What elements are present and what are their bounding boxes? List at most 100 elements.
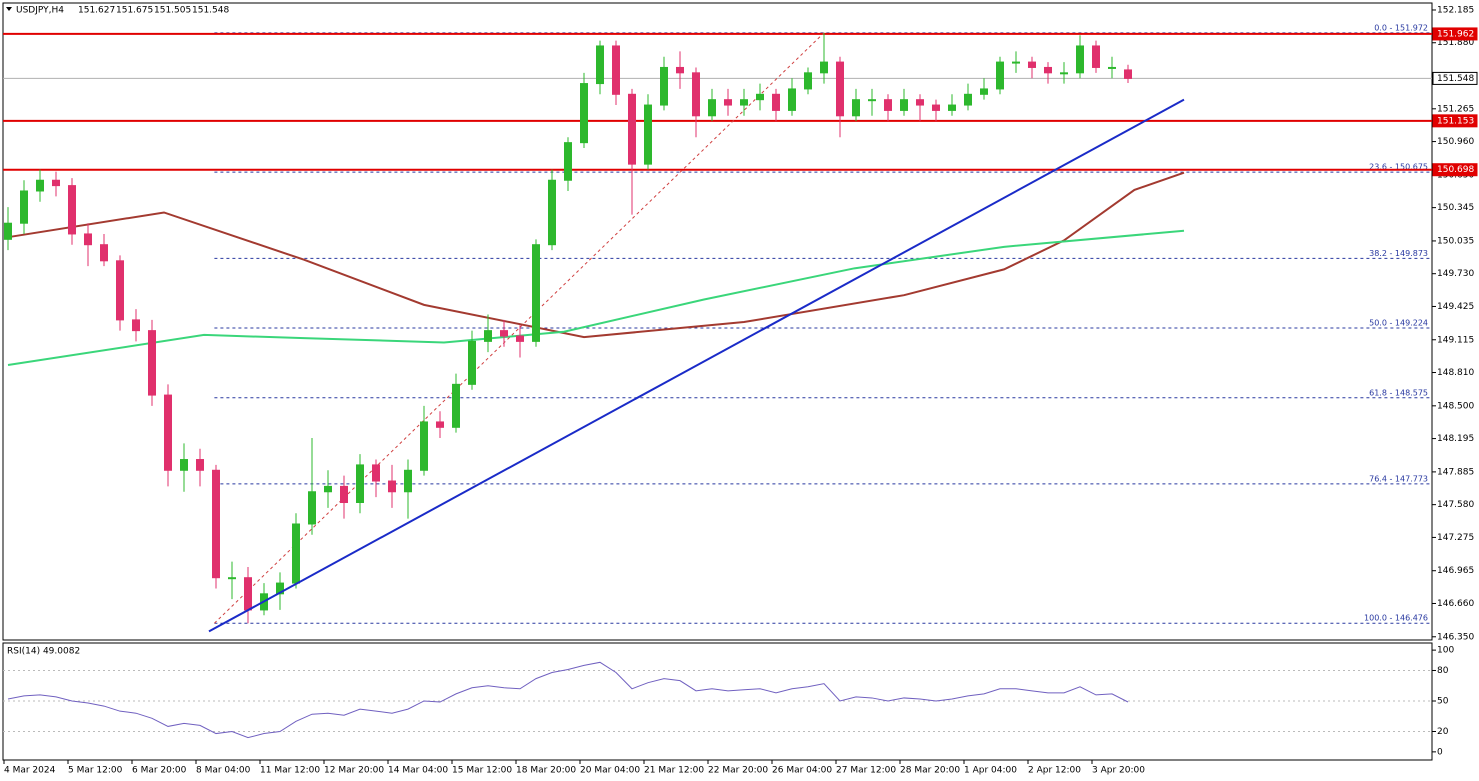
x-tick-label: 6 Mar 20:00 bbox=[132, 766, 187, 776]
rsi-tick-label: 80 bbox=[1437, 666, 1449, 676]
candle-body bbox=[500, 330, 508, 337]
x-tick-label: 21 Mar 12:00 bbox=[644, 766, 704, 776]
candle-body bbox=[1044, 66, 1052, 74]
candle-body bbox=[1076, 45, 1084, 74]
candle-body bbox=[932, 104, 940, 111]
candle-body bbox=[692, 72, 700, 117]
y-tick-label: 152.185 bbox=[1437, 5, 1474, 15]
moving-average bbox=[7, 171, 1185, 339]
price-box-label: 151.153 bbox=[1437, 116, 1474, 126]
quote-value: 151.627 bbox=[78, 6, 115, 16]
candle-body bbox=[4, 222, 12, 240]
x-tick-label: 20 Mar 04:00 bbox=[580, 766, 640, 776]
candle-body bbox=[788, 88, 796, 111]
price-box-label: 151.548 bbox=[1437, 74, 1474, 84]
candle-body bbox=[148, 330, 156, 396]
candle-body bbox=[196, 459, 204, 471]
candle-body bbox=[740, 99, 748, 106]
candle-body bbox=[980, 88, 988, 95]
fib-label: 61.8 - 148.575 bbox=[1369, 388, 1428, 397]
candle-body bbox=[1012, 61, 1020, 64]
candle-body bbox=[724, 99, 732, 106]
candle-body bbox=[708, 99, 716, 117]
y-tick-label: 148.195 bbox=[1437, 434, 1474, 444]
fib-label: 100.0 - 146.476 bbox=[1364, 614, 1428, 623]
y-tick-label: 149.730 bbox=[1437, 269, 1474, 279]
x-tick-label: 18 Mar 20:00 bbox=[516, 766, 576, 776]
candle-body bbox=[900, 99, 908, 111]
rsi-tick-label: 100 bbox=[1437, 646, 1454, 656]
candle-body bbox=[852, 99, 860, 117]
candle-body bbox=[68, 185, 76, 235]
y-tick-label: 146.660 bbox=[1437, 599, 1474, 609]
price-box-label: 150.698 bbox=[1437, 165, 1474, 175]
y-tick-label: 147.275 bbox=[1437, 533, 1474, 543]
x-tick-label: 15 Mar 12:00 bbox=[452, 766, 512, 776]
candle-body bbox=[420, 421, 428, 471]
candle-body bbox=[836, 61, 844, 117]
candle-body bbox=[292, 523, 300, 584]
fib-label: 76.4 - 147.773 bbox=[1369, 474, 1428, 483]
y-tick-label: 148.810 bbox=[1437, 368, 1474, 378]
candle-body bbox=[308, 491, 316, 525]
candle-body bbox=[116, 260, 124, 321]
candle-body bbox=[756, 93, 764, 101]
x-tick-label: 11 Mar 12:00 bbox=[260, 766, 320, 776]
quote-value: 151.548 bbox=[192, 6, 229, 16]
candle-body bbox=[772, 93, 780, 111]
fib-label: 38.2 - 149.873 bbox=[1369, 249, 1428, 258]
x-tick-label: 22 Mar 20:00 bbox=[708, 766, 768, 776]
candle-body bbox=[612, 45, 620, 95]
rsi-title: RSI(14) 49.0082 bbox=[7, 647, 80, 657]
y-tick-label: 150.035 bbox=[1437, 236, 1474, 246]
candle-body bbox=[804, 72, 812, 90]
y-tick-label: 148.500 bbox=[1437, 401, 1474, 411]
y-tick-label: 146.350 bbox=[1437, 632, 1474, 642]
candle-body bbox=[324, 485, 332, 493]
y-tick-label: 150.960 bbox=[1437, 137, 1474, 147]
x-tick-label: 4 Mar 2024 bbox=[4, 766, 56, 776]
candle-body bbox=[996, 61, 1004, 90]
y-tick-label: 147.580 bbox=[1437, 500, 1474, 510]
x-tick-label: 2 Apr 12:00 bbox=[1028, 766, 1081, 776]
menu-icon bbox=[6, 7, 12, 11]
candle-body bbox=[596, 45, 604, 85]
candle-body bbox=[1028, 61, 1036, 68]
candle-body bbox=[580, 83, 588, 144]
candle-body bbox=[628, 93, 636, 165]
y-tick-label: 149.425 bbox=[1437, 302, 1474, 312]
candle-body bbox=[1124, 69, 1132, 79]
candle-body bbox=[388, 480, 396, 493]
quote-value: 151.505 bbox=[154, 6, 191, 16]
candle-body bbox=[1092, 45, 1100, 68]
candle-body bbox=[884, 99, 892, 111]
candle-body bbox=[404, 469, 412, 493]
candle-body bbox=[228, 577, 236, 580]
candle-body bbox=[868, 99, 876, 102]
candle-body bbox=[516, 335, 524, 342]
fib-label: 0.0 - 151.972 bbox=[1374, 23, 1428, 32]
moving-average bbox=[7, 229, 1185, 366]
rsi-tick-label: 50 bbox=[1437, 696, 1449, 706]
candle-body bbox=[84, 233, 92, 246]
candle-body bbox=[468, 340, 476, 385]
rsi-tick-label: 0 bbox=[1437, 747, 1443, 757]
x-tick-label: 26 Mar 04:00 bbox=[772, 766, 832, 776]
price-box bbox=[1432, 114, 1478, 128]
candle-body bbox=[276, 582, 284, 595]
x-tick-label: 27 Mar 12:00 bbox=[836, 766, 896, 776]
candle-body bbox=[164, 394, 172, 471]
candle-body bbox=[436, 421, 444, 428]
candle-body bbox=[212, 469, 220, 579]
main-panel bbox=[2, 2, 1433, 641]
candle-body bbox=[964, 93, 972, 106]
price-box bbox=[1432, 163, 1478, 177]
candle-body bbox=[452, 383, 460, 428]
candle-body bbox=[548, 179, 556, 246]
candle-body bbox=[916, 99, 924, 106]
candle-body bbox=[676, 66, 684, 74]
x-tick-label: 14 Mar 04:00 bbox=[388, 766, 448, 776]
chart-title: USDJPY,H4 bbox=[16, 6, 64, 16]
y-tick-label: 151.880 bbox=[1437, 38, 1474, 48]
y-tick-label: 147.885 bbox=[1437, 467, 1474, 477]
